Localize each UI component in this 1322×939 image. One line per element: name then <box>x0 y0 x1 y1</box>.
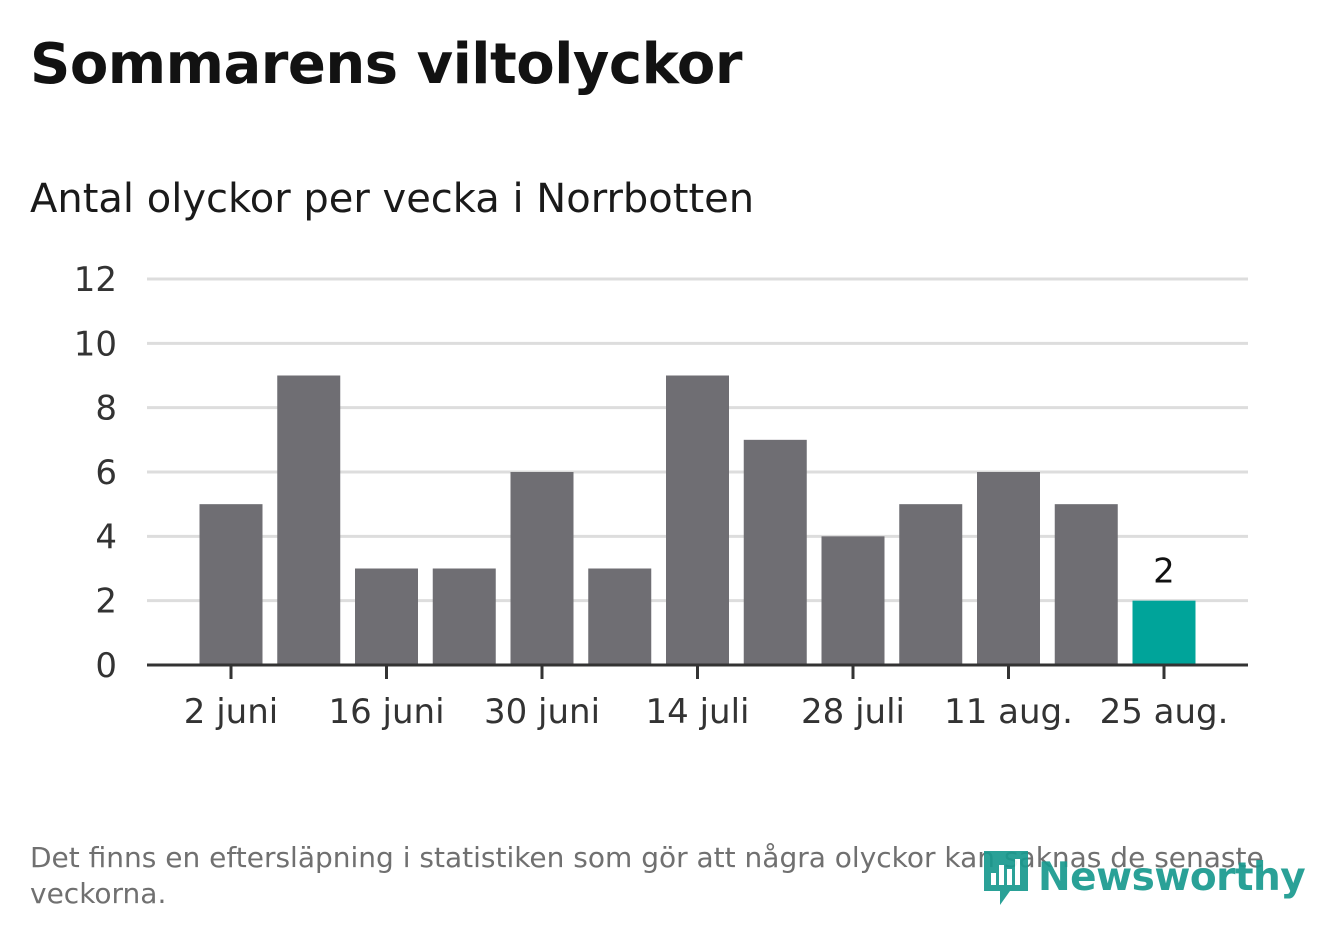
x-tick-label: 28 juli <box>801 692 905 732</box>
y-tick-label: 2 <box>95 582 117 622</box>
newsworthy-logo: Newsworthy <box>980 844 1306 910</box>
x-tick-label: 14 juli <box>646 692 750 732</box>
x-tick-label: 2 juni <box>184 692 278 732</box>
newsworthy-logo-icon <box>984 851 1028 905</box>
bar <box>821 536 885 665</box>
bar-chart: 0 2 4 6 8 10 12 2 juni 16 juni 30 juni 14 juli 28 … <box>74 260 1248 732</box>
chart-subtitle: Antal olyckor per vecka i Norrbotten <box>30 176 755 222</box>
bar <box>666 375 729 665</box>
logo-text: Newsworthy <box>1038 854 1306 900</box>
bar <box>355 568 418 665</box>
x-tick-label: 25 aug. <box>1100 692 1229 732</box>
y-tick-label: 8 <box>95 389 117 429</box>
footnote: Det finns en eftersläpning i statistiken… <box>30 841 1264 910</box>
x-tick-label: 11 aug. <box>944 692 1073 732</box>
bar <box>977 472 1040 665</box>
y-tick-label: 10 <box>74 324 117 364</box>
bar <box>1132 600 1196 665</box>
data-label: 2 <box>1153 552 1175 592</box>
bar <box>510 472 574 665</box>
y-tick-label: 0 <box>95 646 117 686</box>
x-tick-label: 30 juni <box>484 692 600 732</box>
bar <box>588 568 652 665</box>
chart-title: Sommarens viltolyckor <box>30 32 742 97</box>
bar <box>743 439 807 665</box>
y-tick-label: 4 <box>95 517 117 557</box>
bar <box>432 568 496 665</box>
y-axis-ticks: 0 2 4 6 8 10 12 <box>74 260 117 686</box>
x-tick-label: 16 juni <box>328 692 444 732</box>
bars <box>199 375 1196 665</box>
bar <box>1054 504 1118 665</box>
data-labels: 2 <box>1153 552 1175 592</box>
x-axis-ticks: 2 juni 16 juni 30 juni 14 juli 28 juli 11 aug… <box>184 665 1229 732</box>
bar <box>899 504 963 665</box>
bar <box>277 375 341 665</box>
bar <box>199 504 263 665</box>
y-tick-label: 6 <box>95 453 117 493</box>
y-tick-label: 12 <box>74 260 117 300</box>
